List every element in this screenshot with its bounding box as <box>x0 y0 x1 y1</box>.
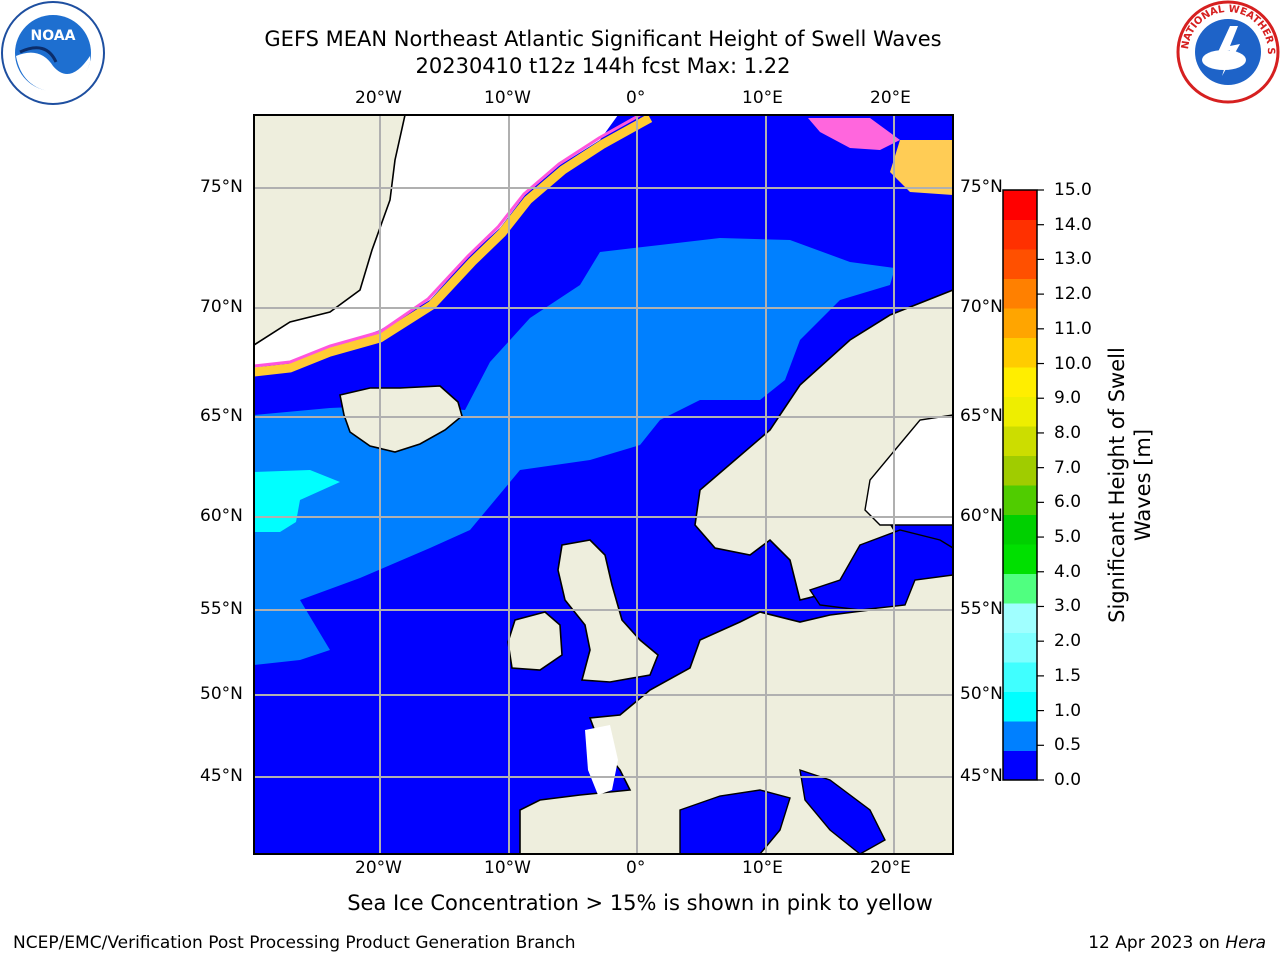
lat-label-right: 55°N <box>960 599 1003 619</box>
lon-label-bottom: 0° <box>626 858 646 878</box>
lon-label-top: 20°E <box>870 88 911 108</box>
continental-europe <box>519 554 953 854</box>
map-area <box>254 115 953 854</box>
colorbar-swatch <box>1003 278 1037 309</box>
lon-label-bottom: 20°E <box>870 858 911 878</box>
lat-label-left: 60°N <box>200 506 243 526</box>
gulf-of-bothnia <box>864 414 953 526</box>
colorbar <box>1003 189 1044 781</box>
colorbar-tick-label: 3.0 <box>1054 596 1082 617</box>
render-date: 12 Apr 2023 on Hera <box>1088 933 1266 953</box>
colorbar-tick-label: 4.0 <box>1054 561 1082 582</box>
lat-label-left: 45°N <box>200 766 243 786</box>
colorbar-swatch <box>1003 662 1037 692</box>
colorbar-tick-label: 13.0 <box>1054 249 1092 270</box>
lon-label-top: 20°W <box>355 88 402 108</box>
baltic-sea <box>808 529 953 611</box>
credit-line: NCEP/EMC/Verification Post Processing Pr… <box>13 933 576 953</box>
lat-label-right: 50°N <box>960 684 1003 704</box>
mediterranean-sea <box>679 789 791 854</box>
colorbar-tick-label: 15.0 <box>1054 180 1092 200</box>
lat-label-right: 65°N <box>960 406 1003 426</box>
colorbar-swatch <box>1003 544 1037 574</box>
colorbar-frame <box>1002 189 1038 781</box>
noaa-logo-text: NOAA <box>31 28 76 44</box>
colorbar-swatch <box>1003 573 1037 604</box>
colorbar-tick-label: 7.0 <box>1054 457 1082 478</box>
colorbar-tick-label: 2.0 <box>1054 631 1082 652</box>
lon-label-top: 10°E <box>742 88 783 108</box>
lon-label-top: 0° <box>626 88 646 108</box>
ireland <box>507 611 563 671</box>
chart-subtitle: 20230410 t12z 144h fcst Max: 1.22 <box>415 54 791 78</box>
colorbar-swatch <box>1003 750 1037 781</box>
colorbar-swatch <box>1003 603 1037 633</box>
colorbar-tick-label: 10.0 <box>1054 353 1092 374</box>
swell-region-medium <box>254 238 895 665</box>
colorbar-swatch <box>1003 514 1037 545</box>
gridlines <box>254 115 953 854</box>
colorbar-swatch <box>1003 426 1037 456</box>
sea-ice-svalbard <box>890 140 953 195</box>
colorbar-swatch <box>1003 455 1037 486</box>
lat-label-right: 70°N <box>960 297 1003 317</box>
colorbar-tick-label: 14.0 <box>1054 214 1092 235</box>
map-frame <box>253 114 954 855</box>
colorbar-swatch <box>1003 190 1037 220</box>
lon-label-top: 10°W <box>484 88 531 108</box>
render-date-text: 12 Apr 2023 on <box>1088 933 1226 953</box>
colorbar-tick-label: 0.5 <box>1054 735 1082 756</box>
lat-label-left: 75°N <box>200 177 243 197</box>
colorbar-tick-label: 9.0 <box>1054 388 1082 409</box>
colorbar-tick-label: 12.0 <box>1054 284 1092 305</box>
land <box>254 115 953 854</box>
colorbar-swatch <box>1003 308 1037 338</box>
chart-title: GEFS MEAN Northeast Atlantic Significant… <box>264 27 942 51</box>
lat-label-right: 60°N <box>960 506 1003 526</box>
noaa-logo: NOAA <box>1 1 105 105</box>
sea-ice-svalbard-edge <box>808 118 900 150</box>
nws-logo: NATIONAL WEATHER SERVICE <box>1176 0 1280 104</box>
colorbar-swatch <box>1003 691 1037 722</box>
colorbar-swatch <box>1003 632 1037 663</box>
colorbar-swatch <box>1003 367 1037 397</box>
colorbar-tick-label: 0.0 <box>1054 770 1082 790</box>
colorbar-swatch <box>1003 219 1037 250</box>
lat-label-left: 55°N <box>200 599 243 619</box>
lon-label-bottom: 20°W <box>355 858 402 878</box>
colorbar-tick-label: 5.0 <box>1054 527 1082 548</box>
lat-label-right: 75°N <box>960 177 1003 197</box>
adriatic-sea <box>799 768 886 854</box>
colorbar-swatch <box>1003 485 1037 515</box>
sea-ice-band-inner <box>254 115 641 368</box>
colorbar-tick-label: 8.0 <box>1054 422 1082 443</box>
iceland <box>339 385 463 453</box>
lon-label-bottom: 10°W <box>484 858 531 878</box>
lat-label-right: 45°N <box>960 766 1003 786</box>
colorbar-swatch <box>1003 337 1037 368</box>
render-host: Hera <box>1225 933 1266 953</box>
colorbar-tick-label: 11.0 <box>1054 318 1092 339</box>
colorbar-swatch <box>1003 396 1037 427</box>
lat-label-left: 70°N <box>200 297 243 317</box>
colorbar-label: Significant Height of Swell Waves [m] <box>1105 347 1155 623</box>
greenland <box>254 115 406 346</box>
colorbar-tick-label: 1.5 <box>1054 665 1082 686</box>
colorbar-tick-label: 6.0 <box>1054 492 1082 513</box>
colorbar-swatch <box>1003 721 1037 751</box>
colorbar-tick-label: 1.0 <box>1054 700 1082 721</box>
lat-label-left: 65°N <box>200 406 243 426</box>
sea-ice-band <box>254 115 653 377</box>
lat-label-left: 50°N <box>200 684 243 704</box>
lon-label-bottom: 10°E <box>742 858 783 878</box>
colorbar-swatch <box>1003 249 1037 279</box>
sea-ice-note: Sea Ice Concentration > 15% is shown in … <box>347 891 933 915</box>
